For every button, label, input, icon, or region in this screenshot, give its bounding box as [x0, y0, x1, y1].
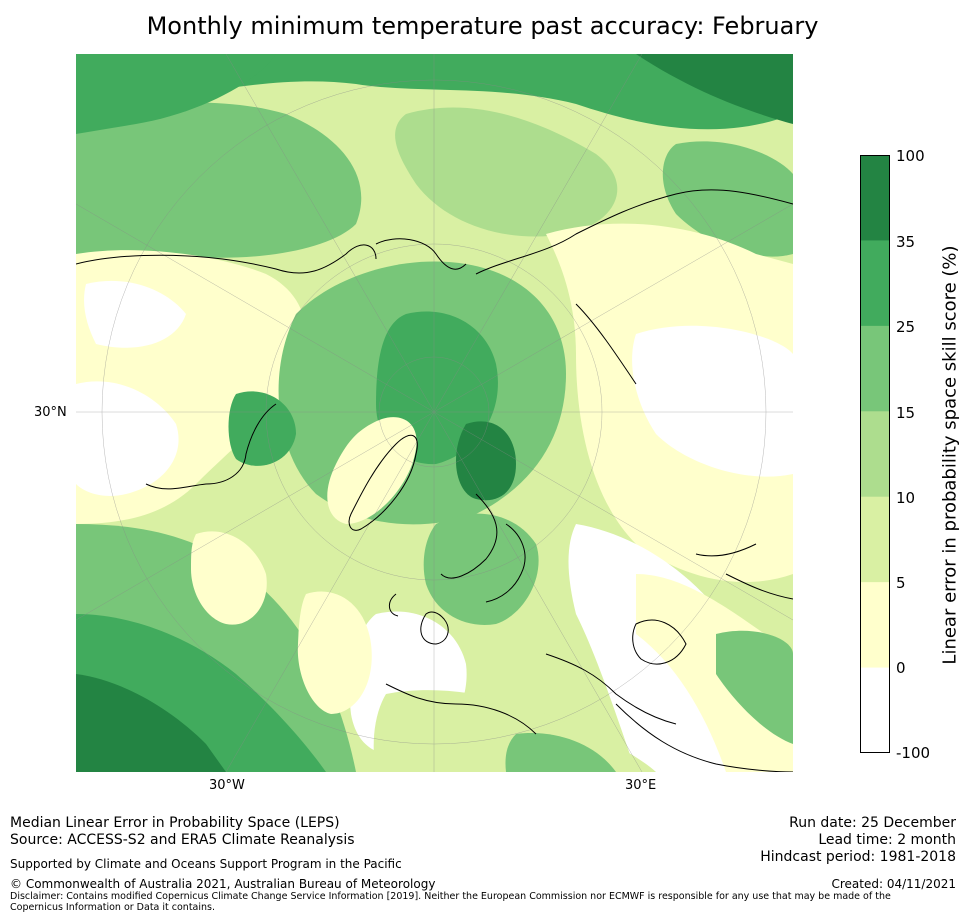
skill-region [636, 54, 793, 124]
footer-run-date: Run date: 25 December [789, 815, 956, 831]
footer-copyright: © Commonwealth of Australia 2021, Austra… [10, 877, 436, 891]
graticule [76, 54, 793, 772]
colorbar-tick: 35 [896, 233, 916, 251]
lon-label-30e: 30°E [625, 778, 657, 793]
skill-score-map [76, 54, 793, 772]
skill-region [632, 325, 793, 477]
footer-disclaimer: Disclaimer: Contains modified Copernicus… [10, 891, 891, 913]
colorbar-segment [860, 667, 890, 753]
colorbar-segment [860, 496, 890, 583]
colorbar-tick: 10 [896, 489, 916, 507]
skill-region [191, 531, 267, 625]
footer-leps: Median Linear Error in Probability Space… [10, 815, 340, 831]
footer-left: Median Linear Error in Probability Space… [10, 815, 355, 849]
skill-region [76, 102, 362, 264]
skill-region [423, 513, 539, 625]
skill-region [84, 280, 186, 348]
colorbar-tick: 5 [896, 574, 906, 592]
colorbar-segment [860, 325, 890, 412]
colorbar [860, 155, 890, 753]
skill-region [505, 733, 616, 772]
footer-lead-time: Lead time: 2 month [818, 832, 956, 848]
colorbar-segment [860, 411, 890, 498]
lat-label-30n: 30°N [34, 405, 67, 420]
skill-region [716, 630, 793, 744]
skill-region [327, 417, 417, 524]
skill-region [395, 107, 618, 237]
colorbar-tick: 25 [896, 318, 916, 336]
skill-region [76, 54, 276, 134]
colorbar-tick: 15 [896, 404, 916, 422]
coastlines [76, 189, 793, 772]
footer-right: Run date: 25 December Lead time: 2 month… [760, 815, 956, 866]
colorbar-segment [860, 240, 890, 327]
footer-created: Created: 04/11/2021 [831, 877, 956, 891]
skill-region [76, 381, 179, 496]
skill-region [662, 141, 793, 257]
skill-region [455, 421, 516, 501]
chart-title: Monthly minimum temperature past accurac… [146, 12, 819, 40]
colorbar-label: Linear error in probability space skill … [939, 245, 961, 665]
lon-label-30w: 30°W [209, 778, 245, 793]
skill-region [636, 574, 793, 772]
colorbar-segment [860, 582, 890, 669]
skill-region [297, 591, 372, 714]
colorbar-tick: 0 [896, 659, 906, 677]
skill-region [76, 674, 226, 772]
colorbar-tick: 100 [896, 147, 925, 165]
footer-source: Source: ACCESS-S2 and ERA5 Climate Reana… [10, 832, 355, 848]
colorbar-tick: -100 [896, 744, 931, 762]
footer-support: Supported by Climate and Oceans Support … [10, 857, 402, 871]
colorbar-segment [860, 155, 890, 241]
skill-region [228, 391, 296, 466]
footer-hindcast: Hindcast period: 1981-2018 [760, 849, 956, 865]
